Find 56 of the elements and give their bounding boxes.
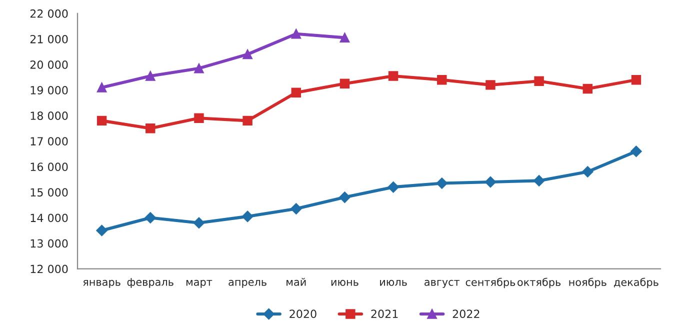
x-tick-label: январь <box>83 280 120 288</box>
legend-label: 2020 <box>290 310 316 318</box>
y-tick-label: 19 000 <box>30 86 68 94</box>
y-tick-label: 12 000 <box>30 264 68 274</box>
point <box>340 32 350 43</box>
y-tick-label: 22 000 <box>30 9 68 18</box>
point <box>291 29 301 39</box>
y-tick-label: 13 000 <box>30 239 68 248</box>
point <box>630 146 642 157</box>
y-tick-label: 17 000 <box>30 137 68 146</box>
point <box>194 113 204 123</box>
y-tick-label: 20 000 <box>30 60 68 69</box>
x-tick-label: март <box>186 280 212 288</box>
point <box>146 71 156 81</box>
point <box>388 71 398 81</box>
y-tick-label: 21 000 <box>30 34 68 44</box>
x-tick-label: декабрь <box>614 278 658 288</box>
point <box>146 123 156 134</box>
point <box>388 181 399 193</box>
point <box>484 176 496 188</box>
legend-label: 2021 <box>371 310 398 318</box>
point <box>194 63 204 74</box>
y-tick-label: 14 000 <box>30 214 68 222</box>
point <box>534 76 544 86</box>
x-tick-label: июнь <box>331 280 358 286</box>
y-tick-label: 15 000 <box>30 188 68 197</box>
point <box>339 192 350 203</box>
point <box>340 78 350 89</box>
y-tick-label: 18 000 <box>30 112 68 120</box>
point <box>436 178 448 189</box>
point <box>582 84 593 94</box>
x-tick-label: июль <box>380 280 407 286</box>
point <box>96 116 107 126</box>
point <box>533 175 545 186</box>
x-tick-label: сентябрь <box>466 278 516 288</box>
point <box>242 116 252 126</box>
x-tick-label: октябрь <box>518 278 561 288</box>
point <box>582 166 594 178</box>
point <box>96 82 107 92</box>
point <box>290 203 302 214</box>
x-tick-label: май <box>286 278 306 286</box>
point <box>193 217 205 228</box>
point <box>291 88 301 98</box>
point <box>437 74 447 85</box>
y-tick-label: 16 000 <box>30 162 68 172</box>
point <box>96 224 108 236</box>
point <box>631 74 642 85</box>
x-tick-label: апрель <box>228 280 266 288</box>
point <box>144 212 156 224</box>
x-tick-label: ноябрь <box>569 278 606 288</box>
point <box>242 49 252 60</box>
x-tick-label: февраль <box>127 278 174 288</box>
legend-label: 2022 <box>452 310 480 318</box>
point <box>486 80 496 90</box>
point <box>242 210 254 222</box>
x-tick-label: август <box>424 280 460 288</box>
